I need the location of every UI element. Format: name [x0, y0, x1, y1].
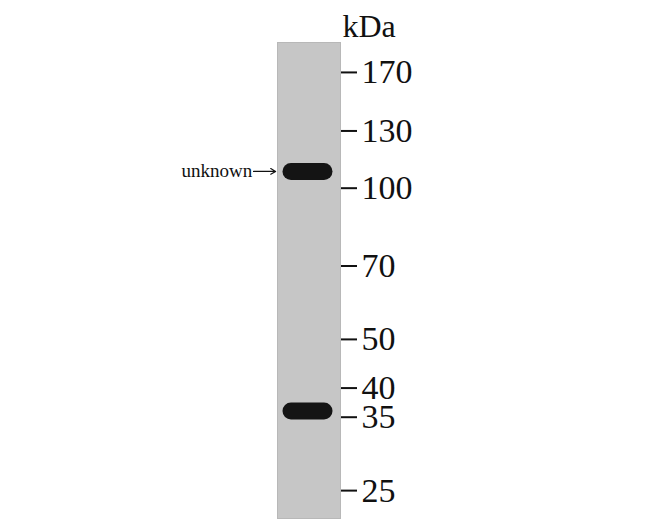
svg-text:130: 130 — [362, 112, 413, 149]
svg-text:40: 40 — [362, 369, 396, 406]
svg-text:35: 35 — [361, 398, 396, 436]
svg-text:100: 100 — [362, 169, 413, 206]
svg-text:kDa: kDa — [343, 8, 396, 44]
svg-text:unknown: unknown — [182, 160, 253, 181]
svg-text:50: 50 — [362, 320, 396, 357]
svg-text:170: 170 — [362, 53, 413, 90]
svg-text:25: 25 — [362, 471, 396, 508]
svg-text:70: 70 — [362, 247, 396, 284]
